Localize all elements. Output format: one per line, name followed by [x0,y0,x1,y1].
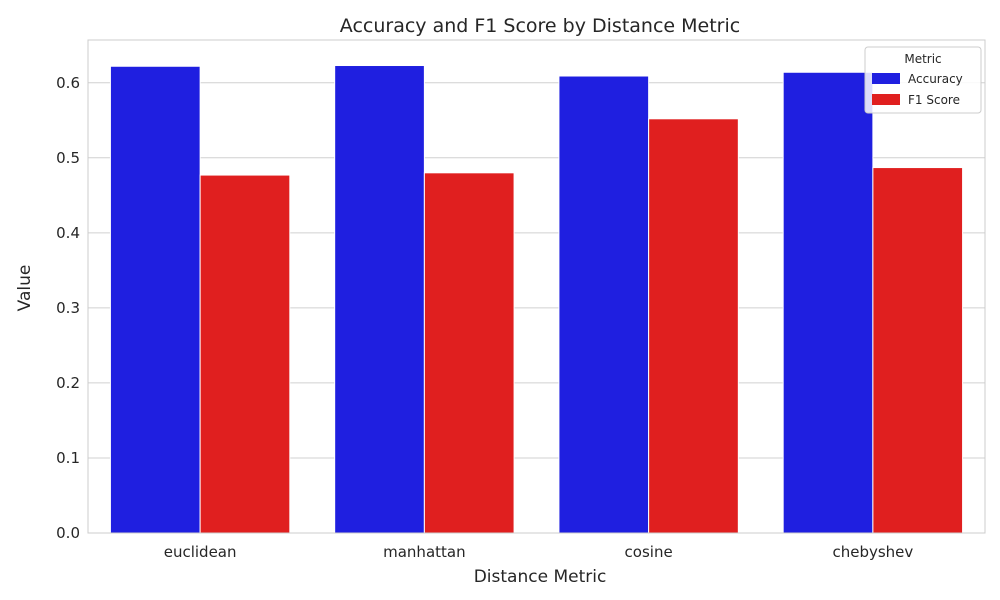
bar-f1-score-cosine [648,118,739,534]
y-tick-label: 0.2 [56,374,80,392]
legend-swatch [872,73,900,84]
x-axis-label: Distance Metric [474,567,607,587]
legend-items: Accuracy F1 Score [872,72,963,107]
x-tick-label: manhattan [383,543,465,561]
plot-frame [87,39,986,534]
y-tick-labels: 0.0 0.1 0.2 0.3 0.4 0.5 0.6 [56,74,80,542]
x-tick-labels: euclidean manhattan cosine chebyshev [164,543,914,561]
x-tick-label: chebyshev [832,543,913,561]
x-tick-label: euclidean [164,543,237,561]
legend-label: F1 Score [908,93,960,107]
legend: Metric Accuracy F1 Score [864,46,982,114]
y-tick-label: 0.4 [56,224,80,242]
legend-swatch [872,94,900,105]
bar-f1-score-manhattan [423,172,515,534]
bar-accuracy-euclidean [109,65,201,534]
y-axis-label: Value [15,265,35,312]
bar-accuracy-chebyshev [782,71,874,534]
x-tick-label: cosine [625,543,673,561]
bar-accuracy-manhattan [334,65,425,534]
y-tick-label: 0.3 [56,299,80,317]
y-tick-label: 0.0 [56,524,80,542]
y-tick-label: 0.1 [56,449,80,467]
y-tick-label: 0.6 [56,74,80,92]
legend-label: Accuracy [908,72,963,86]
bar-accuracy-cosine [558,75,650,534]
chart-title: Accuracy and F1 Score by Distance Metric [340,15,740,37]
bar-f1-score-euclidean [199,174,291,534]
bar-f1-score-chebyshev [872,167,964,534]
legend-title: Metric [904,52,941,66]
y-tick-label: 0.5 [56,149,80,167]
